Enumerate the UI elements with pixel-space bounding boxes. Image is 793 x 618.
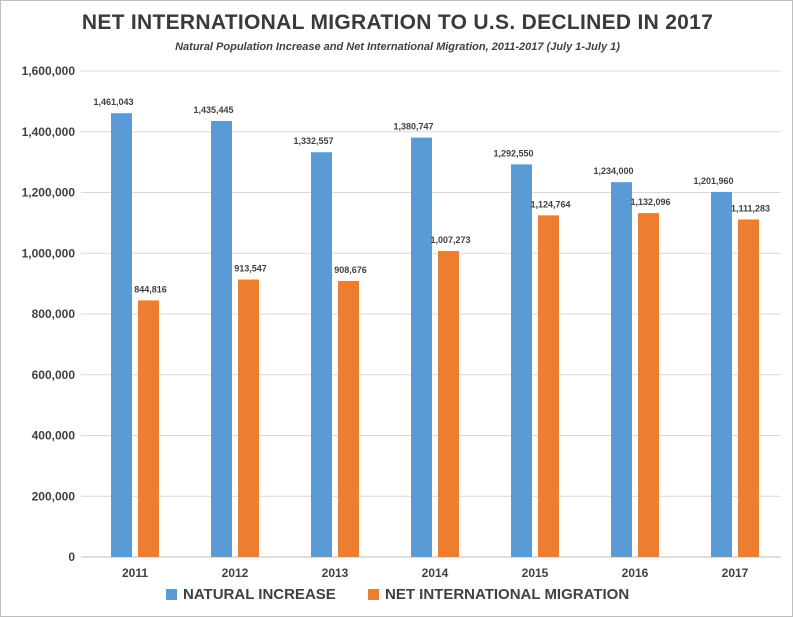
data-label: 908,676 — [334, 265, 367, 275]
data-label: 1,234,000 — [593, 166, 633, 176]
bar — [138, 300, 159, 557]
bar — [711, 191, 732, 557]
y-tick-label: 800,000 — [32, 307, 76, 321]
data-label: 1,435,445 — [193, 105, 233, 115]
bar — [338, 280, 359, 557]
y-tick-label: 0 — [68, 550, 75, 564]
data-label: 1,332,557 — [293, 136, 333, 146]
bar — [511, 164, 532, 557]
chart-subtitle: Natural Population Increase and Net Inte… — [175, 41, 620, 53]
bar — [311, 152, 332, 557]
bar — [411, 137, 432, 558]
data-label: 1,201,960 — [693, 176, 733, 186]
y-tick-label: 1,400,000 — [22, 125, 76, 139]
data-label: 1,461,043 — [93, 97, 133, 107]
x-tick-label: 2016 — [622, 566, 649, 580]
bar — [238, 279, 259, 557]
legend-label: NATURAL INCREASE — [183, 586, 336, 603]
y-tick-label: 600,000 — [32, 368, 76, 382]
data-label: 1,007,273 — [430, 235, 470, 245]
x-tick-label: 2012 — [222, 566, 249, 580]
x-tick-label: 2014 — [422, 566, 449, 580]
x-tick-label: 2015 — [522, 566, 549, 580]
x-tick-label: 2017 — [722, 566, 749, 580]
y-tick-label: 1,600,000 — [22, 64, 76, 78]
bar — [738, 219, 759, 557]
y-tick-label: 1,000,000 — [22, 246, 76, 260]
legend-swatch — [166, 589, 177, 600]
bar — [638, 213, 659, 557]
data-label: 1,380,747 — [393, 122, 433, 132]
y-tick-label: 200,000 — [32, 489, 76, 503]
data-label: 1,132,096 — [630, 197, 670, 207]
y-tick-label: 1,200,000 — [22, 186, 76, 200]
chart-title: NET INTERNATIONAL MIGRATION TO U.S. DECL… — [81, 11, 714, 34]
bar — [611, 182, 632, 558]
data-label: 844,816 — [134, 284, 167, 294]
data-label: 913,547 — [234, 264, 267, 274]
data-label: 1,292,550 — [493, 148, 533, 158]
data-label: 1,124,764 — [530, 199, 570, 209]
bar — [538, 215, 559, 557]
bar — [111, 113, 132, 557]
x-tick-label: 2011 — [122, 566, 148, 580]
bar — [211, 120, 232, 557]
data-label: 1,111,283 — [731, 203, 770, 213]
bar — [438, 251, 459, 557]
legend-swatch — [368, 589, 379, 600]
x-tick-label: 2013 — [322, 566, 349, 580]
y-tick-label: 400,000 — [32, 429, 76, 443]
legend-label: NET INTERNATIONAL MIGRATION — [385, 586, 629, 603]
